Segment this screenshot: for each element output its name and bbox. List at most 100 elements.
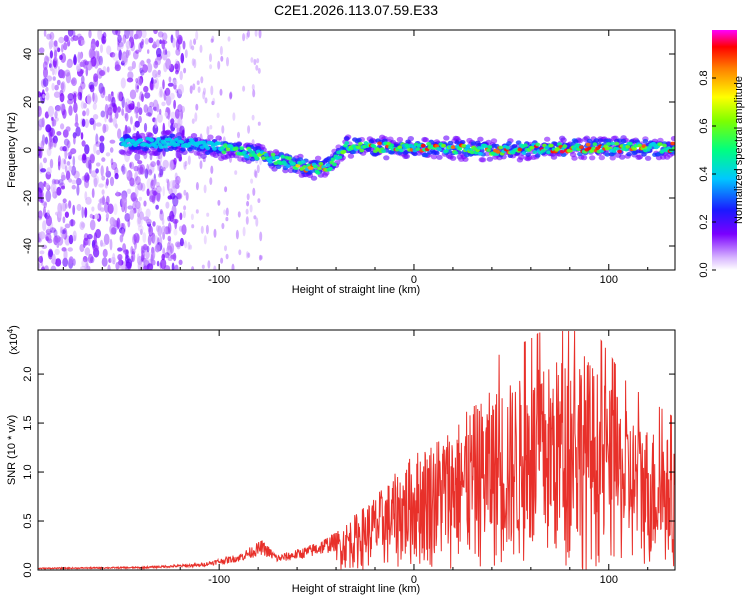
noise-blob	[156, 186, 162, 194]
noise-blob	[67, 30, 74, 37]
noise-blob	[64, 69, 71, 77]
ridge-core	[158, 145, 164, 150]
noise-blob	[139, 164, 146, 175]
ridge-halo	[436, 154, 443, 160]
noise-blob	[87, 159, 92, 170]
noise-blob	[128, 103, 135, 110]
ridge-band	[506, 141, 512, 146]
ridge-core	[397, 145, 403, 150]
noise-blob	[116, 106, 121, 113]
noise-blob	[193, 58, 197, 69]
ridge-core	[578, 145, 584, 150]
noise-blob	[202, 91, 206, 100]
ridge-core	[559, 149, 565, 154]
noise-blob	[52, 56, 59, 69]
noise-blob	[106, 66, 110, 73]
noise-blob	[103, 233, 110, 245]
noise-blob	[155, 39, 160, 48]
noise-blob	[147, 49, 150, 54]
ridge-core	[123, 143, 129, 148]
noise-blob	[151, 232, 156, 244]
noise-blob	[156, 56, 161, 66]
noise-blob	[42, 93, 45, 99]
noise-blob	[92, 244, 99, 252]
noise-blob	[176, 242, 181, 250]
noise-blob	[56, 186, 62, 196]
noise-blob	[213, 265, 217, 270]
noise-blob	[59, 92, 65, 103]
noise-blob	[72, 230, 77, 242]
noise-blob	[157, 31, 164, 38]
noise-blob	[158, 86, 164, 95]
noise-blob	[175, 149, 180, 159]
noise-blob	[109, 139, 116, 144]
noise-blob	[40, 140, 45, 151]
noise-blob	[224, 186, 228, 193]
noise-blob	[44, 54, 49, 64]
noise-blob	[131, 60, 136, 70]
noise-blob	[60, 82, 65, 91]
ridge-halo	[580, 155, 588, 161]
noise-blob	[176, 192, 183, 200]
noise-blob	[67, 93, 74, 101]
noise-blob	[78, 53, 83, 60]
noise-blob	[90, 170, 97, 178]
noise-blob	[88, 48, 94, 59]
noise-blob	[156, 113, 163, 123]
noise-blob	[141, 250, 146, 261]
noise-blob	[178, 36, 183, 45]
noise-blob	[114, 172, 119, 180]
noise-blob	[81, 206, 84, 219]
noise-blob	[203, 184, 207, 194]
noise-blob	[58, 179, 64, 186]
noise-blob	[182, 40, 186, 50]
noise-blob	[126, 171, 129, 177]
noise-blob	[144, 38, 149, 45]
noise-blob	[38, 181, 44, 193]
noise-blob	[110, 227, 116, 235]
ridge-halo	[323, 170, 330, 176]
noise-blob	[80, 81, 86, 90]
noise-blob	[143, 104, 149, 113]
noise-blob	[235, 229, 239, 240]
noise-blob	[62, 108, 67, 119]
ridge-core	[328, 166, 333, 171]
noise-blob	[121, 166, 127, 174]
ridge-core	[212, 146, 217, 151]
noise-blob	[75, 177, 82, 186]
noise-blob	[150, 178, 154, 186]
noise-blob	[72, 204, 76, 215]
ridge-band	[356, 137, 362, 143]
ridge-core	[461, 144, 467, 148]
noise-blob	[187, 155, 191, 165]
ridge-core	[332, 162, 337, 167]
noise-blob	[167, 222, 172, 235]
noise-blob	[121, 195, 128, 208]
ridge-core	[441, 143, 446, 148]
ridge-halo	[139, 132, 146, 138]
noise-blob	[242, 85, 246, 92]
ridge-core	[221, 150, 227, 155]
chart-title: C2E1.2026.113.07.59.E33	[274, 2, 438, 18]
noise-blob	[149, 189, 156, 201]
noise-blob	[167, 256, 173, 261]
noise-blob	[84, 60, 89, 66]
noise-blob	[52, 76, 56, 81]
noise-blob	[116, 44, 121, 52]
ridge-band	[586, 138, 593, 144]
noise-blob	[175, 193, 182, 200]
ridge-core	[381, 149, 386, 154]
noise-blob	[125, 40, 131, 49]
noise-blob	[191, 224, 195, 229]
ridge-core	[637, 143, 643, 148]
noise-blob	[258, 254, 262, 261]
noise-blob	[149, 101, 154, 108]
noise-blob	[245, 32, 249, 40]
noise-blob	[49, 158, 54, 169]
snr-y-tick-label: 0.0	[22, 562, 34, 577]
noise-blob	[175, 30, 180, 40]
noise-blob	[129, 177, 135, 187]
noise-blob	[152, 259, 156, 266]
ridge-core	[308, 166, 314, 171]
noise-blob	[99, 197, 106, 206]
